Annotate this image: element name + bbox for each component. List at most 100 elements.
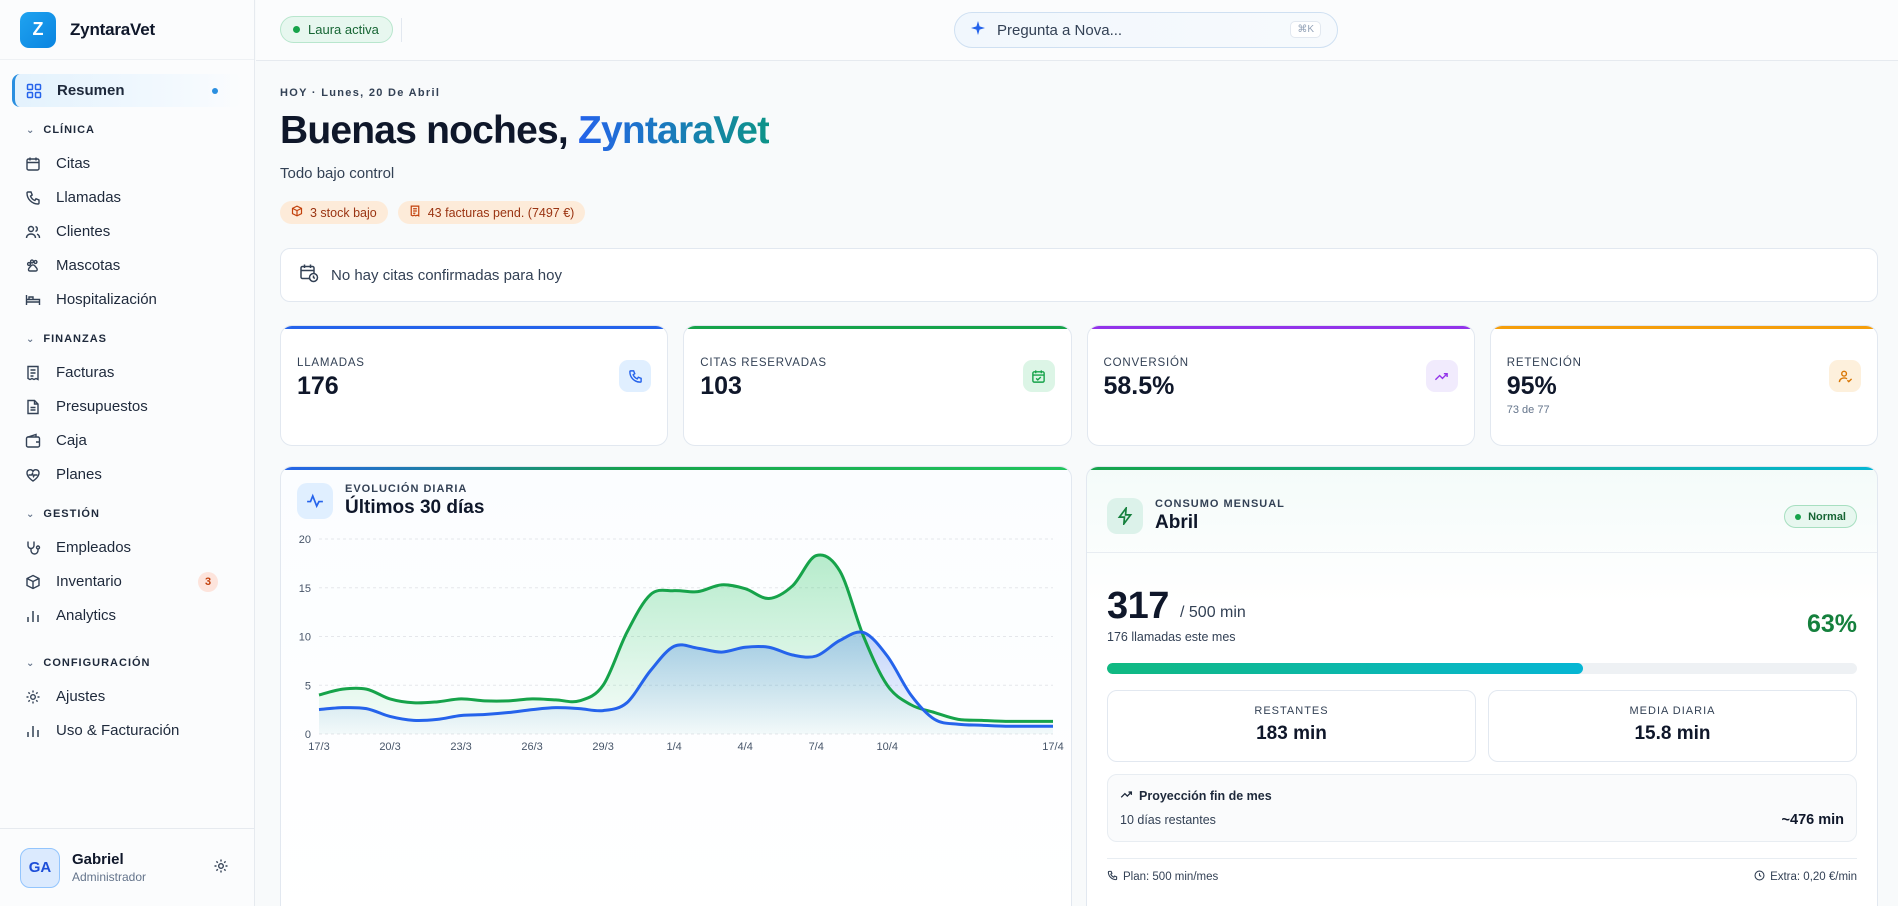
sidebar-item-label: Inventario: [56, 573, 122, 590]
kpi-label: LLAMADAS: [297, 357, 365, 369]
ask-nova-input[interactable]: Pregunta a Nova... ⌘K: [954, 12, 1338, 48]
phone-icon: [24, 189, 42, 207]
alert-text: 3 stock bajo: [310, 205, 377, 220]
extra-text: Extra: 0,20 €/min: [1770, 871, 1857, 883]
kpi-retencion[interactable]: RETENCIÓN 95% 73 de 77: [1489, 325, 1878, 446]
kpi-conversion[interactable]: CONVERSIÓN 58.5%: [1086, 325, 1475, 446]
sidebar-item-empleados[interactable]: Empleados: [12, 531, 242, 564]
bar-chart-icon: [24, 607, 42, 625]
section-title: FINANZAS: [43, 333, 107, 345]
sidebar-item-label: Mascotas: [56, 257, 121, 274]
page-subtitle: Todo bajo control: [280, 165, 395, 182]
sidebar-item-label: Presupuestos: [56, 398, 148, 415]
status-text: Laura activa: [308, 22, 379, 37]
sidebar-item-planes[interactable]: Planes: [12, 458, 242, 491]
stat-value: 15.8 min: [1634, 723, 1711, 744]
date-line: HOY · Lunes, 20 De Abril: [280, 87, 441, 99]
activity-icon: [297, 483, 333, 519]
series-line-1: [318, 630, 1053, 728]
paw-icon: [24, 257, 42, 275]
sidebar-item-analytics[interactable]: Analytics: [12, 599, 242, 632]
sidebar-item-label: Facturas: [56, 364, 115, 381]
sidebar-item-inventario[interactable]: Inventario 3: [12, 565, 242, 598]
plan-info: Plan: 500 min/mes: [1107, 870, 1218, 884]
divider: [401, 18, 402, 42]
sidebar-item-caja[interactable]: Caja: [12, 424, 242, 457]
minutes-used: 317: [1107, 585, 1169, 627]
x-tick-label: 17/3: [308, 741, 329, 753]
status-dot: [293, 26, 300, 33]
calendar-clock-icon: [299, 263, 319, 287]
chevron-down-icon: ⌄: [26, 124, 36, 136]
active-indicator: [212, 87, 218, 94]
x-tick-label: 10/4: [877, 741, 898, 753]
projection-value: ~476 min: [1781, 812, 1844, 828]
stat-label: RESTANTES: [1254, 705, 1329, 717]
bar-chart-icon: [24, 722, 42, 740]
brand[interactable]: Z ZyntaraVet: [0, 0, 254, 60]
sidebar-item-citas[interactable]: Citas: [12, 147, 242, 180]
kpi-citas-reservadas[interactable]: CITAS RESERVADAS 103: [683, 325, 1072, 446]
ask-placeholder: Pregunta a Nova...: [997, 21, 1123, 39]
sidebar-item-label: Empleados: [56, 539, 132, 556]
wallet-icon: [24, 432, 42, 450]
chevron-down-icon: ⌄: [26, 333, 36, 345]
kpi-sub: 73 de 77: [1506, 404, 1550, 416]
user-profile[interactable]: GA Gabriel Administrador: [0, 828, 255, 906]
sidebar-item-presupuestos[interactable]: Presupuestos: [12, 390, 242, 423]
kpi-value: 103: [700, 372, 742, 400]
section-finanzas[interactable]: ⌄ FINANZAS: [12, 322, 242, 356]
sidebar-item-llamadas[interactable]: Llamadas: [12, 181, 242, 214]
divider: [1087, 552, 1877, 553]
section-configuracion[interactable]: ⌄ CONFIGURACIÓN: [12, 646, 242, 680]
usage-percent: 63%: [1806, 610, 1857, 638]
stock-alert-chip[interactable]: 3 stock bajo: [280, 201, 388, 224]
plan-text: Plan: 500 min/mes: [1123, 871, 1219, 883]
card-title: Abril: [1155, 512, 1199, 533]
sidebar-item-uso-facturacion[interactable]: Uso & Facturación: [12, 714, 242, 747]
alert-chips: 3 stock bajo 43 facturas pend. (7497 €): [280, 201, 586, 224]
greeting-name: ZyntaraVet: [577, 109, 770, 152]
receipt-icon: [409, 205, 421, 220]
x-tick-label: 29/3: [592, 741, 613, 753]
box-icon: [291, 205, 303, 220]
sidebar: Z ZyntaraVet Resumen ⌄ CLÍNICA Citas Llam…: [0, 0, 255, 906]
sidebar-nav: Resumen ⌄ CLÍNICA Citas Llamadas Clientes…: [0, 60, 254, 747]
y-tick-label: 10: [299, 632, 311, 644]
box-icon: [24, 573, 42, 591]
gear-icon[interactable]: [213, 858, 229, 879]
sidebar-item-facturas[interactable]: Facturas: [12, 356, 242, 389]
kpi-llamadas[interactable]: LLAMADAS 176: [280, 325, 669, 446]
sidebar-item-label: Clientes: [56, 223, 111, 240]
sidebar-item-label: Caja: [56, 432, 87, 449]
app-logo: Z: [20, 11, 56, 48]
sidebar-item-hospitalizacion[interactable]: Hospitalización: [12, 283, 242, 316]
phone-icon: [619, 360, 652, 392]
sidebar-item-mascotas[interactable]: Mascotas: [12, 249, 242, 282]
users-icon: [24, 223, 42, 241]
status-badge[interactable]: Laura activa: [280, 16, 393, 43]
shortcut-hint: ⌘K: [1290, 21, 1321, 38]
stat-label: MEDIA DIARIA: [1629, 705, 1716, 717]
status-dot: [1795, 513, 1802, 520]
section-clinica[interactable]: ⌄ CLÍNICA: [12, 113, 242, 147]
kpi-value: 95%: [1506, 372, 1557, 400]
calendar-check-icon: [1022, 360, 1055, 392]
section-title: CONFIGURACIÓN: [43, 657, 151, 669]
section-gestion[interactable]: ⌄ GESTIÓN: [12, 497, 242, 531]
daily-average-stat: MEDIA DIARIA 15.8 min: [1488, 690, 1857, 762]
invoices-alert-chip[interactable]: 43 facturas pend. (7497 €): [397, 201, 586, 224]
x-tick-label: 1/4: [667, 741, 682, 753]
lightning-icon: [1107, 498, 1143, 534]
topbar: Laura activa Pregunta a Nova... ⌘K: [256, 0, 1898, 61]
sidebar-item-clientes[interactable]: Clientes: [12, 215, 242, 248]
y-tick-label: 15: [299, 583, 311, 595]
sidebar-item-label: Uso & Facturación: [56, 722, 180, 739]
sidebar-item-resumen[interactable]: Resumen: [12, 74, 242, 107]
projection-title: Proyección fin de mes: [1139, 789, 1272, 803]
stethoscope-icon: [24, 539, 42, 557]
inventory-badge: 3: [198, 571, 218, 592]
remaining-stat: RESTANTES 183 min: [1107, 690, 1476, 762]
sidebar-item-ajustes[interactable]: Ajustes: [12, 680, 242, 713]
user-check-icon: [1829, 360, 1861, 392]
